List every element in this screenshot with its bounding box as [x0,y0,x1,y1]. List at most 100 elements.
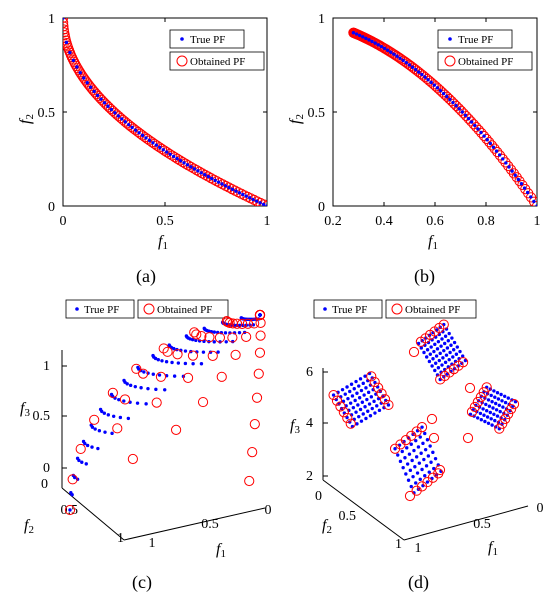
true-pf-point [441,91,446,96]
true-pf-point [429,460,433,464]
obtained-pf-point [389,49,400,60]
true-pf-point [481,407,485,411]
true-pf-point [437,358,441,363]
true-pf-point [351,405,356,410]
true-pf-point [438,88,443,93]
true-pf-point [345,385,349,389]
obtained-pf-point [398,55,409,66]
x-tick-label: 1 [149,536,156,551]
true-pf-point [357,384,361,388]
true-pf-point [429,80,433,85]
true-pf-point [414,438,418,443]
legend-obtained-label: Obtained PF [458,56,513,68]
true-pf-point [529,195,533,199]
obtained-pf-point [188,163,199,174]
true-pf-point [445,94,449,99]
obtained-pf-point [96,94,107,105]
y-tick-label: 0 [48,200,55,215]
true-pf-point [142,370,146,374]
true-pf-point [175,156,179,161]
true-pf-point [147,138,152,143]
true-pf-point [258,313,262,317]
true-pf-point [419,346,423,350]
obtained-pf-point [463,113,474,124]
obtained-pf-point [486,140,497,151]
true-pf-point [454,352,459,356]
obtained-pf-point [214,177,225,188]
true-pf-point [395,54,399,58]
obtained-pf-point [505,403,517,415]
true-pf-point [199,362,204,366]
true-pf-point [519,182,524,186]
z-axis-label: f3 [290,417,300,436]
obtained-pf-point [342,412,353,424]
obtained-pf-point [531,200,537,206]
obtained-pf-point [261,200,267,206]
true-pf-point [137,131,141,135]
true-pf-point [433,368,437,373]
true-pf-point [438,351,442,356]
z-tick-label: 6 [306,365,313,380]
obtained-pf-point [466,406,478,417]
obtained-pf-point [172,349,183,360]
true-pf-point [354,379,358,384]
true-pf-point [458,349,462,354]
obtained-pf-point [158,343,169,354]
obtained-pf-point [396,54,407,65]
y-tick-label: 1 [48,12,55,27]
obtained-pf-point [65,49,77,61]
obtained-pf-point [244,475,255,487]
x-axis-label: f1 [428,233,438,252]
true-pf-point [227,185,231,190]
true-pf-point [484,402,488,407]
true-pf-point [88,85,93,89]
true-pf-point [488,410,492,415]
x-tick-label: 0.6 [426,214,444,229]
true-pf-point [420,425,424,429]
true-pf-point [424,464,429,468]
true-pf-point [416,341,421,346]
true-pf-point [160,359,164,363]
legend-true-label: True PF [332,304,367,316]
obtained-pf-point [88,85,99,96]
obtained-pf-point [109,107,120,118]
true-pf-point [251,197,255,202]
true-pf-point [265,204,267,206]
true-pf-point [192,167,197,171]
true-pf-point [351,31,356,35]
true-pf-point [375,404,379,408]
obtained-pf-point [138,368,149,379]
obtained-pf-point [180,158,191,169]
legend-obtained-marker [176,55,188,67]
true-pf-point [403,456,407,460]
true-pf-point [463,358,468,363]
z-tick-label: 1 [43,359,50,374]
true-pf-point [113,111,117,115]
true-pf-point [401,58,405,63]
true-pf-point [164,360,169,364]
legend-true-label: True PF [84,304,119,316]
true-pf-point [513,400,518,404]
obtained-pf-point [251,392,263,403]
legend: True PF Obtained PF [437,29,533,71]
true-pf-point [258,201,262,205]
true-pf-point [418,477,422,482]
obtained-pf-point [393,51,404,63]
true-pf-point [433,342,437,347]
obtained-pf-point [67,474,78,485]
true-pf-point [485,409,489,413]
obtained-pf-point [338,407,349,418]
true-pf-point [261,202,266,206]
true-pf-point [354,32,359,36]
true-pf-point [140,133,145,138]
obtained-pf-point [469,401,481,413]
true-pf-point [63,18,65,20]
true-pf-point [489,393,493,398]
true-pf-point [441,356,445,360]
obtained-pf-point [478,387,489,398]
true-pf-point [522,186,527,190]
true-pf-point [407,63,412,67]
obtained-pf-point [172,153,183,164]
